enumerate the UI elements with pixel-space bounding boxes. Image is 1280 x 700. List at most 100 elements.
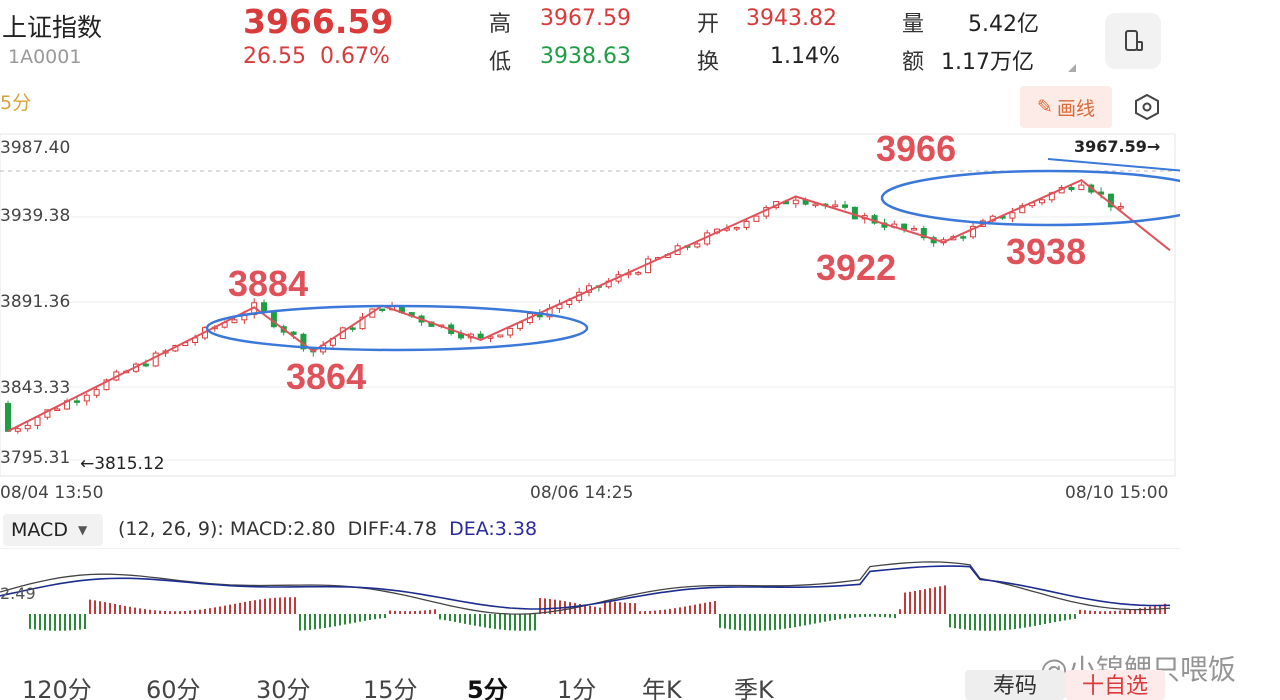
tab-quarterly[interactable]: 季K bbox=[734, 676, 774, 700]
price-annotation: 3864 bbox=[286, 356, 366, 397]
low-label: 低 bbox=[489, 50, 512, 75]
change-percent: 0.67% bbox=[319, 44, 390, 69]
volume-label: 量 bbox=[902, 12, 925, 37]
candle-body bbox=[1117, 206, 1124, 209]
candle-body bbox=[359, 316, 366, 330]
tab-120min[interactable]: 120分 bbox=[22, 676, 92, 700]
candle-body bbox=[14, 428, 21, 432]
chart-frame bbox=[0, 133, 1176, 477]
candle-body bbox=[477, 333, 484, 339]
price-change: 26.55 0.67% bbox=[243, 44, 390, 69]
add-watchlist-button[interactable]: 十自选 bbox=[1065, 670, 1165, 700]
price-annotation: 3922 bbox=[816, 247, 896, 288]
candle-body bbox=[73, 400, 80, 403]
candle-body bbox=[753, 215, 760, 222]
candle-body bbox=[733, 226, 740, 230]
candle-body bbox=[103, 379, 110, 391]
y-tick-label: 3987.40 bbox=[0, 138, 71, 158]
candle-body bbox=[1019, 205, 1026, 214]
price-annotation: 3884 bbox=[228, 263, 308, 304]
indicator-selector[interactable]: MACD ▼ bbox=[3, 514, 103, 546]
candle-body bbox=[290, 331, 297, 335]
candle-body bbox=[24, 424, 31, 430]
candle-body bbox=[83, 394, 90, 402]
landscape-toggle-button[interactable] bbox=[1105, 13, 1161, 69]
dropdown-triangle-icon: ▼ bbox=[77, 523, 88, 537]
period-indicator: 5分 bbox=[0, 92, 32, 114]
pencil-icon: ✎ bbox=[1037, 96, 1053, 118]
macd-svg bbox=[0, 547, 1180, 631]
consolidation-ellipse bbox=[205, 304, 589, 352]
macd-period-params: (12, 26, 9): bbox=[118, 518, 224, 540]
candle-body bbox=[743, 220, 750, 228]
candle-body bbox=[645, 258, 652, 274]
high-value: 3967.59 bbox=[540, 6, 631, 31]
tab-yearly[interactable]: 年K bbox=[642, 676, 682, 700]
open-label: 开 bbox=[697, 12, 720, 37]
dea-line bbox=[0, 565, 1171, 610]
turnover-label: 换 bbox=[697, 50, 720, 75]
price-annotation: 3938 bbox=[1006, 231, 1086, 272]
draw-line-label: 画线 bbox=[1056, 97, 1095, 120]
candle-body bbox=[231, 319, 238, 324]
candle-body bbox=[5, 402, 11, 432]
candle-body bbox=[152, 352, 159, 367]
candle-body bbox=[694, 243, 701, 248]
price-annotation: 3966 bbox=[876, 130, 956, 169]
chip-button[interactable]: 寿码 bbox=[965, 670, 1065, 700]
candle-body bbox=[54, 408, 61, 411]
macd-value: MACD:2.80 bbox=[229, 518, 336, 540]
index-name: 上证指数 bbox=[2, 13, 103, 42]
x-tick-label: 08/04 13:50 bbox=[0, 483, 104, 503]
volume-value: 5.42亿 bbox=[968, 12, 1039, 37]
x-tick-label: 08/06 14:25 bbox=[530, 483, 634, 503]
candle-body bbox=[910, 228, 917, 231]
amount-value: 1.17万亿 bbox=[941, 50, 1034, 75]
macd-chart[interactable]: 2.49 bbox=[0, 547, 1180, 658]
indicator-name: MACD bbox=[11, 519, 68, 541]
candle-body bbox=[635, 272, 642, 275]
candle-body bbox=[851, 206, 858, 220]
macd-params: (12, 26, 9): MACD:2.80 DIFF:4.78 DEA:3.3… bbox=[118, 518, 537, 540]
tab-1min[interactable]: 1分 bbox=[557, 676, 597, 700]
candle-body bbox=[901, 223, 908, 230]
x-tick-label: 08/10 15:00 bbox=[1065, 483, 1169, 503]
price-chart[interactable]: 3884 3864 3922 3966 3938 ←3815.12 3967.59→ 398… bbox=[0, 128, 1240, 510]
trend-zigzag-line bbox=[7, 179, 1171, 433]
tab-5min[interactable]: 5分 bbox=[467, 676, 508, 700]
macd-axis-label: 2.49 bbox=[0, 584, 36, 603]
candlestick-svg: 3884 3864 3922 3966 3938 ←3815.12 3967.59→ bbox=[0, 128, 1240, 477]
low-value: 3938.63 bbox=[540, 44, 631, 69]
change-value: 26.55 bbox=[243, 44, 306, 69]
tab-15min[interactable]: 15分 bbox=[363, 676, 418, 700]
candle-body bbox=[1068, 187, 1075, 191]
candle-body bbox=[349, 327, 356, 330]
candle-body bbox=[1009, 212, 1016, 219]
y-tick-label: 3795.31 bbox=[0, 448, 71, 468]
draw-line-button[interactable]: ✎ 画线 bbox=[1020, 86, 1112, 128]
candle-body bbox=[379, 308, 386, 311]
candle-body bbox=[142, 363, 149, 367]
tab-30min[interactable]: 30分 bbox=[256, 676, 311, 700]
candle-body bbox=[832, 204, 839, 207]
candle-body bbox=[842, 204, 849, 208]
candle-body bbox=[920, 228, 927, 239]
index-code: 1A0001 bbox=[8, 46, 82, 68]
quote-header: 上证指数 1A0001 3966.59 26.55 0.67% 高 3967.5… bbox=[0, 0, 1280, 82]
turnover-value: 1.14% bbox=[770, 44, 840, 69]
candle-body bbox=[1078, 184, 1085, 191]
phone-rotate-icon bbox=[1125, 30, 1143, 51]
max-price-marker: 3967.59→ bbox=[1074, 137, 1160, 156]
candle-body bbox=[497, 334, 504, 338]
tab-60min[interactable]: 60分 bbox=[146, 676, 201, 700]
candle-body bbox=[792, 199, 799, 205]
candle-body bbox=[34, 416, 41, 426]
candle-body bbox=[812, 203, 819, 207]
settings-hexagon-icon[interactable] bbox=[1132, 92, 1162, 122]
candle-body bbox=[1038, 199, 1045, 204]
candle-body bbox=[970, 225, 977, 238]
candle-body bbox=[507, 327, 514, 336]
candle-body bbox=[960, 236, 967, 239]
last-price: 3966.59 bbox=[243, 2, 394, 41]
candle-body bbox=[261, 302, 268, 313]
